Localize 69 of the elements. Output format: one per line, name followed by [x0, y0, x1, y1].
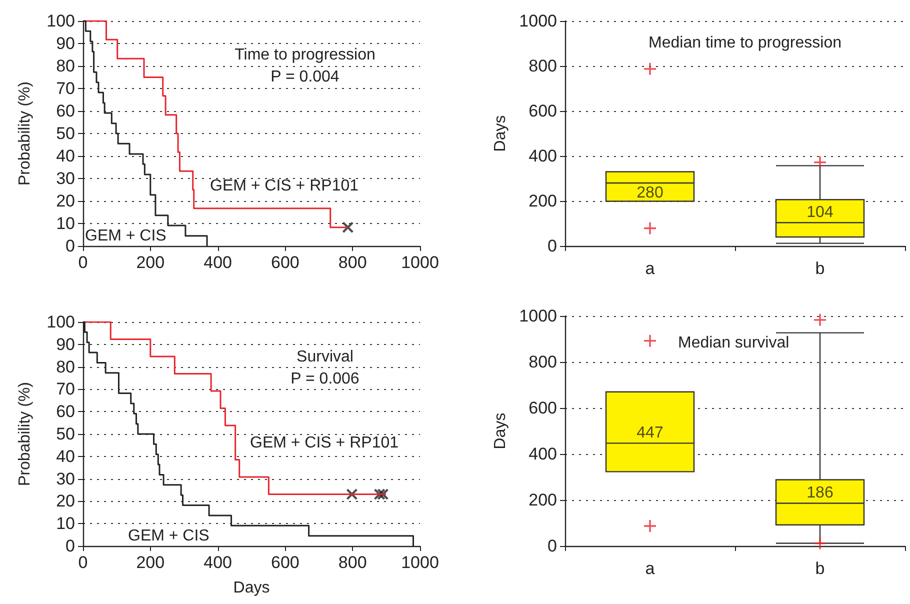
y-tick-label: 80: [56, 56, 75, 76]
y-axis-title: Days: [492, 412, 509, 450]
y-tick-label: 90: [56, 34, 75, 53]
x-tick-label: 800: [338, 253, 367, 272]
y-tick-label: 50: [56, 124, 75, 143]
annotation: 104: [806, 204, 834, 222]
y-tick-label: 10: [56, 214, 75, 233]
text: Time to progression: [234, 46, 376, 64]
series-label: GEM + CIS + RP101: [210, 178, 359, 194]
y-axis-title: Days: [492, 115, 509, 152]
y-tick-label: 40: [56, 146, 75, 166]
y-axis-title: Probability (%): [16, 382, 34, 486]
text: P = 0.006: [290, 370, 360, 388]
y-tick-label: 0: [548, 236, 557, 256]
y-tick-label: 20: [56, 492, 75, 511]
x-tick-label: 400: [204, 253, 232, 272]
y-tick-label: 0: [66, 536, 75, 556]
x-tick-label: 600: [271, 553, 300, 572]
annotation: 280: [636, 184, 664, 202]
y-tick-label: 90: [56, 334, 75, 354]
text: P = 0.004: [270, 68, 340, 86]
y-tick-label: 0: [66, 236, 75, 256]
x-tick-label: 200: [136, 253, 165, 272]
y-tick-label: 800: [528, 56, 557, 76]
text: Median time to progression: [648, 34, 842, 52]
y-tick-label: 60: [56, 102, 75, 120]
y-tick-label: 50: [56, 424, 75, 444]
annotation: 447: [636, 424, 664, 442]
x-tick-label: a: [645, 559, 656, 578]
text: Median survival: [678, 334, 790, 352]
y-tick-label: 600: [528, 102, 557, 120]
y-tick-label: 100: [46, 12, 75, 30]
y-tick-label: 80: [56, 357, 75, 376]
x-tick-label: 0: [78, 253, 88, 272]
y-tick-label: 1000: [519, 306, 557, 326]
y-tick-label: 40: [56, 446, 75, 466]
y-tick-label: 200: [528, 192, 557, 210]
y-tick-label: 600: [528, 398, 557, 418]
y-tick-label: 10: [56, 514, 75, 534]
x-tick-label: 800: [338, 553, 367, 572]
y-tick-label: 60: [56, 402, 75, 422]
y-tick-label: 30: [56, 169, 75, 188]
y-tick-label: 1000: [519, 12, 557, 30]
y-tick-label: 20: [56, 192, 75, 210]
x-tick-label: b: [815, 559, 825, 578]
y-tick-label: 70: [56, 79, 75, 98]
x-tick-label: 200: [136, 553, 165, 572]
x-tick-label: b: [815, 259, 825, 278]
x-tick-label: 1000: [401, 553, 439, 572]
y-axis-title: Probability (%): [16, 81, 34, 186]
y-tick-label: 30: [56, 469, 75, 488]
y-tick-label: 800: [528, 352, 557, 372]
x-tick-label: 400: [204, 553, 232, 572]
x-tick-label: a: [645, 259, 656, 278]
text: Survival: [296, 348, 354, 366]
x-tick-label: 0: [78, 553, 88, 572]
y-tick-label: 100: [46, 312, 75, 332]
y-tick-label: 70: [56, 380, 75, 399]
annotation: 186: [806, 484, 834, 502]
series-label: GEM + CIS: [128, 528, 210, 544]
x-tick-label: 1000: [401, 253, 439, 272]
y-tick-label: 200: [528, 490, 557, 510]
x-tick-label: 600: [271, 253, 300, 272]
y-tick-label: 0: [548, 536, 557, 556]
series-label: GEM + CIS: [85, 228, 166, 244]
y-tick-label: 400: [528, 444, 557, 464]
x-axis-title: Days: [233, 580, 270, 596]
series-label: GEM + CIS + RP101: [250, 434, 399, 452]
y-tick-label: 400: [528, 146, 557, 166]
